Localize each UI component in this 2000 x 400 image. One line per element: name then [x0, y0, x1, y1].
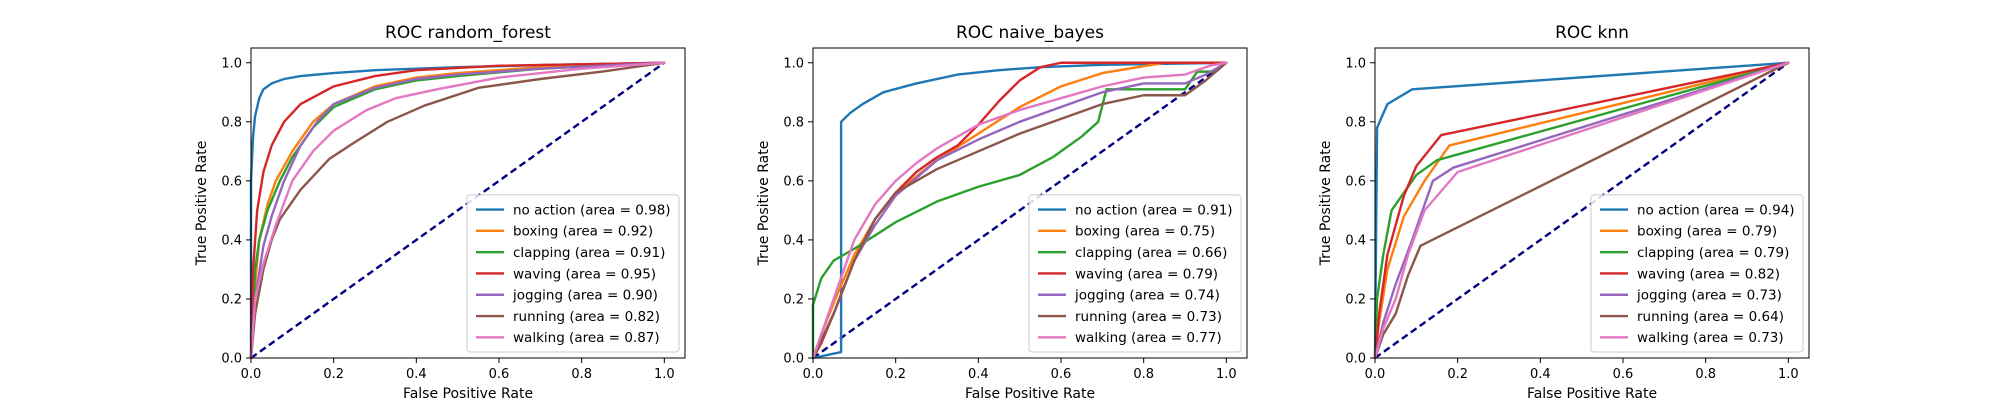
chart-title: ROC naive_bayes [956, 23, 1104, 43]
x-tick-label: 0.0 [241, 367, 262, 382]
roc-curve-3 [811, 61, 1228, 360]
x-tick-label: 0.6 [1613, 367, 1634, 382]
legend-entry-label: walking (area = 0.73) [1637, 330, 1784, 346]
x-tick-label: 0.0 [1365, 367, 1386, 382]
x-tick-label: 0.2 [323, 367, 344, 382]
legend: no action (area = 0.98) boxing (area = 0.… [466, 194, 680, 353]
legend-box [1590, 194, 1804, 353]
x-tick-label: 0.2 [885, 367, 906, 382]
x-tick-label: 1.0 [1216, 367, 1237, 382]
chance-diagonal-line [812, 61, 1228, 359]
y-tick-label: 0.0 [1345, 352, 1366, 367]
y-tick-label: 1.0 [783, 56, 804, 71]
x-tick-label: 1.0 [654, 367, 675, 382]
legend-entry-label: no action (area = 0.98) [513, 202, 671, 218]
roc-curve-1 [811, 61, 1228, 360]
x-tick-label: 0.4 [406, 367, 427, 382]
y-axis-label: True Positive Rate [194, 141, 210, 267]
y-tick-label: 0.6 [1345, 174, 1366, 189]
roc-curve-3 [1373, 61, 1790, 360]
axes-frame [812, 47, 1248, 359]
chance-diagonal-line [1374, 61, 1790, 359]
x-tick-label: 0.6 [489, 367, 510, 382]
y-tick-label: 0.6 [783, 174, 804, 189]
y-tick-label: 1.0 [1345, 56, 1366, 71]
x-tick-label: 0.8 [1695, 367, 1716, 382]
x-axis-label: False Positive Rate [1527, 386, 1657, 400]
x-axis-label: False Positive Rate [403, 386, 533, 400]
legend-box [1028, 194, 1242, 353]
chart-panel-2: ROC naive_bayes 0.0 0.2 0.4 0.6 0.8 1.0 0.0 0.2 0… [756, 23, 1248, 400]
x-axis-label: False Positive Rate [965, 386, 1095, 400]
legend-entry-label: waving (area = 0.82) [1637, 266, 1780, 282]
chance-diagonal-line [250, 61, 666, 359]
y-tick-label: 1.0 [221, 56, 242, 71]
roc-curve-6 [249, 61, 666, 360]
roc-curve-6 [1373, 61, 1790, 360]
legend-entry-label: clapping (area = 0.66) [1075, 245, 1227, 261]
roc-curve-1 [1373, 61, 1790, 360]
x-tick-label: 0.6 [1051, 367, 1072, 382]
x-tick-label: 0.8 [1133, 367, 1154, 382]
legend-entry-label: walking (area = 0.87) [513, 330, 660, 346]
chart-title: ROC random_forest [385, 23, 551, 43]
y-tick-label: 0.2 [783, 292, 804, 307]
legend-entry-label: running (area = 0.82) [513, 309, 660, 325]
legend-entry-label: clapping (area = 0.91) [513, 245, 665, 261]
chart-panel-3: ROC knn 0.0 0.2 0.4 0.6 0.8 1.0 0.0 0.2 0.4 0.6 0.8… [1318, 23, 1810, 400]
y-tick-label: 0.8 [221, 115, 242, 130]
legend-entry-label: walking (area = 0.77) [1075, 330, 1222, 346]
legend-entry-label: running (area = 0.73) [1075, 309, 1222, 325]
y-tick-label: 0.0 [221, 352, 242, 367]
y-tick-label: 0.8 [783, 115, 804, 130]
chart-panel-1: ROC random_forest 0.0 0.2 0.4 0.6 0.8 1.0 0.0 0.… [194, 23, 686, 400]
legend: no action (area = 0.91) boxing (area = 0.… [1028, 194, 1242, 353]
legend-entry-label: clapping (area = 0.79) [1637, 245, 1789, 261]
y-axis-label: True Positive Rate [756, 141, 772, 267]
legend-entry-label: waving (area = 0.79) [1075, 266, 1218, 282]
x-tick-label: 1.0 [1778, 367, 1799, 382]
x-tick-label: 0.0 [803, 367, 824, 382]
roc-curve-5 [1373, 61, 1790, 360]
roc-curve-6 [811, 61, 1228, 360]
x-tick-label: 0.2 [1447, 367, 1468, 382]
legend-entry-label: running (area = 0.64) [1637, 309, 1784, 325]
legend-entry-label: jogging (area = 0.90) [512, 288, 658, 304]
x-tick-label: 0.4 [1530, 367, 1551, 382]
legend-entry-label: boxing (area = 0.92) [513, 224, 653, 240]
x-tick-label: 0.4 [968, 367, 989, 382]
y-tick-label: 0.4 [1345, 233, 1366, 248]
legend-entry-label: jogging (area = 0.74) [1074, 288, 1220, 304]
y-tick-label: 0.4 [783, 233, 804, 248]
legend-entry-label: boxing (area = 0.75) [1075, 224, 1215, 240]
legend-entry-label: boxing (area = 0.79) [1637, 224, 1777, 240]
legend: no action (area = 0.94) boxing (area = 0.… [1590, 194, 1804, 353]
y-tick-label: 0.2 [1345, 292, 1366, 307]
roc-curve-7 [1373, 61, 1790, 360]
chart-title: ROC knn [1555, 23, 1629, 43]
y-tick-label: 0.2 [221, 292, 242, 307]
roc-curve-4 [249, 61, 666, 360]
x-tick-label: 0.8 [571, 367, 592, 382]
roc-curve-4 [1373, 61, 1790, 360]
y-tick-label: 0.4 [221, 233, 242, 248]
y-tick-label: 0.6 [221, 174, 242, 189]
legend-entry-label: waving (area = 0.95) [513, 266, 656, 282]
axes-frame [250, 47, 686, 359]
y-tick-label: 0.0 [783, 352, 804, 367]
y-tick-label: 0.8 [1345, 115, 1366, 130]
roc-curve-7 [811, 61, 1228, 360]
legend-entry-label: no action (area = 0.94) [1637, 202, 1795, 218]
legend-entry-label: no action (area = 0.91) [1075, 202, 1233, 218]
roc-curve-7 [249, 61, 666, 360]
y-axis-label: True Positive Rate [1318, 141, 1334, 267]
axes-frame [1374, 47, 1810, 359]
roc-curve-5 [249, 61, 666, 360]
legend-box [466, 194, 680, 353]
legend-entry-label: jogging (area = 0.73) [1636, 288, 1782, 304]
